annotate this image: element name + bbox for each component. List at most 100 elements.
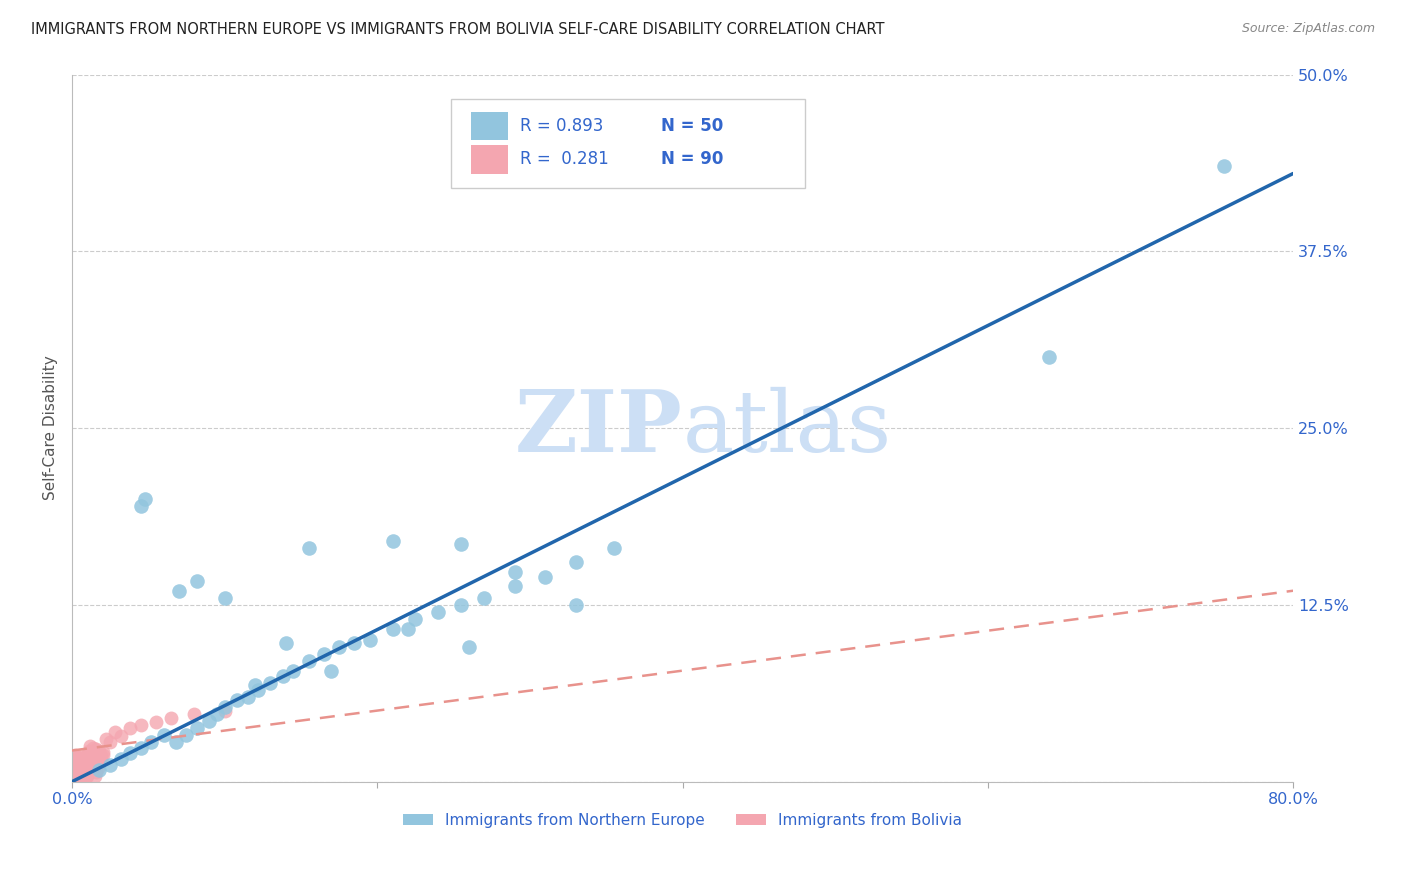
Point	[381, 534, 404, 549]
Point	[86, 742, 108, 756]
Point	[450, 598, 472, 612]
Point	[243, 678, 266, 692]
Point	[79, 757, 101, 772]
Point	[69, 764, 91, 778]
Point	[70, 756, 93, 771]
FancyBboxPatch shape	[471, 112, 508, 140]
Point	[83, 769, 105, 783]
Point	[62, 754, 84, 768]
Point	[73, 764, 96, 779]
Point	[141, 735, 163, 749]
Point	[63, 767, 86, 781]
Point	[65, 750, 87, 764]
Point	[274, 636, 297, 650]
Point	[63, 760, 86, 774]
Point	[104, 725, 127, 739]
Point	[70, 750, 93, 764]
Point	[69, 760, 91, 774]
Point	[404, 612, 426, 626]
Point	[297, 655, 319, 669]
Point	[63, 755, 86, 769]
Point	[129, 718, 152, 732]
Point	[70, 767, 93, 781]
Point	[427, 605, 450, 619]
Point	[72, 752, 94, 766]
Point	[62, 764, 84, 779]
Point	[328, 640, 350, 655]
Point	[63, 766, 86, 780]
Point	[67, 752, 90, 766]
Point	[67, 771, 90, 785]
Text: ZIP: ZIP	[515, 386, 682, 470]
FancyBboxPatch shape	[471, 145, 508, 174]
Point	[67, 764, 90, 779]
Point	[89, 764, 111, 778]
Point	[87, 747, 110, 762]
Text: N = 50: N = 50	[661, 117, 723, 136]
Point	[72, 757, 94, 772]
Point	[76, 757, 98, 772]
Point	[283, 665, 305, 679]
Point	[72, 769, 94, 783]
Point	[82, 749, 104, 764]
Point	[214, 699, 236, 714]
Point	[321, 665, 343, 679]
Point	[152, 728, 174, 742]
Point	[205, 706, 228, 721]
Point	[1213, 160, 1236, 174]
Point	[65, 762, 87, 776]
Point	[67, 757, 90, 772]
Point	[472, 591, 495, 605]
Point	[77, 743, 100, 757]
Point	[83, 747, 105, 761]
Point	[503, 579, 526, 593]
Point	[343, 636, 366, 650]
Point	[198, 714, 221, 728]
Point	[77, 762, 100, 776]
Y-axis label: Self-Care Disability: Self-Care Disability	[44, 356, 58, 500]
Point	[396, 622, 419, 636]
Point	[75, 749, 97, 764]
Point	[69, 766, 91, 780]
Point	[129, 740, 152, 755]
Point	[65, 772, 87, 786]
Point	[89, 756, 111, 771]
Point	[73, 750, 96, 764]
Point	[73, 754, 96, 768]
Point	[98, 735, 121, 749]
Point	[80, 745, 103, 759]
Point	[75, 767, 97, 781]
Point	[75, 771, 97, 785]
Point	[65, 756, 87, 771]
Text: atlas: atlas	[682, 386, 891, 470]
Point	[259, 675, 281, 690]
Point	[564, 598, 586, 612]
Text: N = 90: N = 90	[661, 151, 723, 169]
Point	[145, 715, 167, 730]
Point	[86, 764, 108, 779]
Point	[564, 556, 586, 570]
Point	[65, 769, 87, 783]
Point	[76, 764, 98, 778]
Point	[225, 692, 247, 706]
Point	[62, 771, 84, 785]
Point	[73, 759, 96, 773]
Point	[247, 682, 270, 697]
Point	[76, 769, 98, 783]
Point	[67, 767, 90, 781]
Point	[271, 668, 294, 682]
Point	[70, 749, 93, 764]
Point	[118, 721, 141, 735]
Point	[312, 648, 335, 662]
Point	[69, 754, 91, 768]
Text: IMMIGRANTS FROM NORTHERN EUROPE VS IMMIGRANTS FROM BOLIVIA SELF-CARE DISABILITY : IMMIGRANTS FROM NORTHERN EUROPE VS IMMIG…	[31, 22, 884, 37]
Text: Source: ZipAtlas.com: Source: ZipAtlas.com	[1241, 22, 1375, 36]
Point	[359, 633, 381, 648]
Point	[82, 740, 104, 755]
Point	[80, 754, 103, 768]
Point	[214, 704, 236, 718]
Point	[62, 759, 84, 773]
Point	[176, 728, 198, 742]
Point	[160, 711, 183, 725]
Point	[165, 735, 187, 749]
